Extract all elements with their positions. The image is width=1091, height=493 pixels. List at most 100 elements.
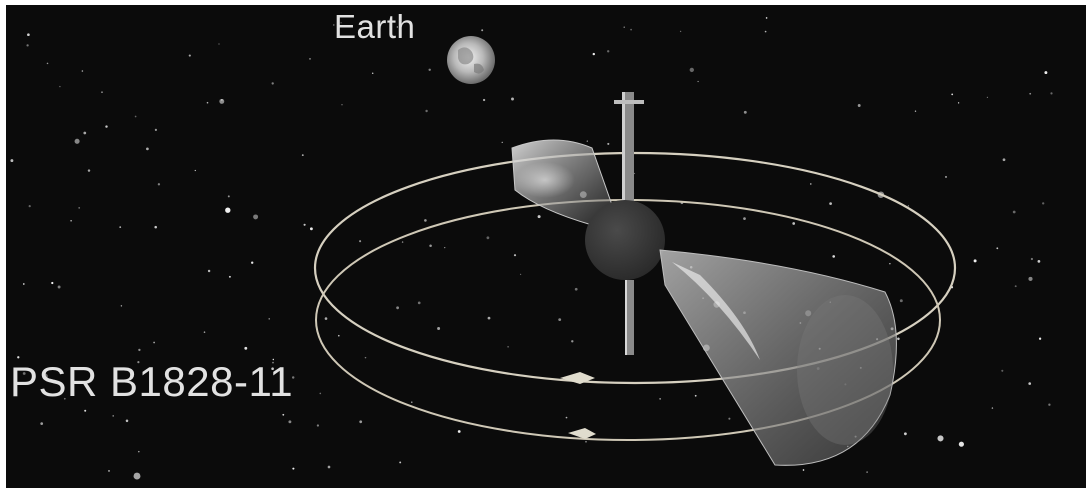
star-dot	[565, 416, 568, 419]
earth-label: Earth	[334, 8, 416, 45]
star-dot	[57, 285, 61, 289]
star-dot	[108, 470, 110, 472]
star-dot	[437, 327, 441, 330]
star-dot	[228, 275, 231, 278]
star-dot	[1048, 403, 1051, 406]
star-dot	[271, 82, 274, 85]
star-dot	[889, 263, 891, 265]
star-dot	[218, 43, 220, 45]
star-dot	[359, 420, 363, 424]
star-dot	[10, 159, 14, 163]
star-dot	[112, 415, 114, 417]
star-dot	[316, 424, 320, 427]
star-dot	[633, 172, 636, 175]
star-dot	[537, 215, 541, 219]
star-dot	[444, 246, 446, 249]
star-dot	[481, 29, 484, 32]
star-dot	[74, 138, 80, 144]
star-dot	[396, 306, 400, 310]
star-dot	[899, 299, 903, 303]
star-dot	[1012, 210, 1016, 214]
star-dot	[457, 430, 461, 433]
star-dot	[1037, 260, 1041, 263]
star-dot	[401, 241, 404, 243]
star-dot	[1001, 369, 1004, 372]
star-dot	[486, 236, 490, 240]
star-dot	[513, 254, 517, 257]
star-dot	[958, 441, 964, 447]
star-dot	[244, 346, 248, 350]
star-dot	[371, 72, 374, 74]
star-dot	[188, 54, 191, 57]
star-dot	[157, 183, 161, 186]
star-dot	[1044, 71, 1048, 75]
precession-ring-outer	[313, 151, 957, 385]
star-dot	[1042, 202, 1045, 205]
star-dot	[26, 44, 29, 47]
star-dot	[957, 102, 960, 104]
star-dot	[22, 372, 26, 375]
star-dot	[1002, 158, 1006, 162]
star-dot	[219, 98, 225, 104]
star-dot	[697, 80, 699, 83]
star-dot	[138, 348, 141, 352]
precession-arrow-icon	[560, 372, 596, 439]
star-dot	[973, 259, 977, 263]
star-dot	[857, 104, 861, 107]
star-dot	[1030, 257, 1034, 261]
star-dot	[558, 318, 562, 322]
star-dot	[146, 147, 149, 151]
pulsar-name-label: PSR B1828-11	[10, 358, 294, 405]
star-dot	[101, 91, 103, 93]
star-dot	[303, 223, 306, 226]
star-dot	[425, 109, 428, 113]
star-dot	[194, 169, 196, 172]
star-dot	[507, 345, 509, 348]
star-dot	[125, 419, 129, 423]
star-dot	[272, 361, 274, 364]
star-dot	[832, 255, 836, 258]
star-dot	[22, 283, 25, 285]
star-dot	[327, 465, 331, 469]
star-dot	[134, 115, 137, 118]
star-dot	[792, 222, 796, 225]
star-dot	[586, 140, 588, 142]
star-dot	[914, 110, 917, 112]
star-dot	[1029, 92, 1032, 95]
star-dot	[897, 337, 900, 341]
star-dot	[1038, 337, 1042, 340]
star-dot	[28, 205, 31, 208]
star-dot	[333, 24, 335, 26]
star-dot	[764, 30, 767, 33]
star-dot	[119, 226, 122, 228]
star-dot	[70, 219, 72, 222]
star-dot	[225, 207, 231, 213]
star-dot	[991, 407, 994, 409]
star-dot	[203, 331, 206, 333]
star-dot	[319, 392, 322, 395]
star-dot	[46, 62, 49, 65]
star-dot	[324, 317, 328, 320]
star-dot	[986, 96, 989, 99]
star-dot	[607, 50, 610, 53]
star-dot	[810, 183, 812, 185]
star-dot	[951, 93, 954, 96]
star-dot	[802, 469, 805, 471]
star-dot	[63, 397, 66, 400]
star-dot	[1028, 382, 1032, 385]
star-dot	[84, 409, 87, 412]
star-dot	[1050, 92, 1053, 95]
star-dot	[937, 435, 944, 442]
star-dot	[206, 101, 209, 104]
star-dot	[1014, 285, 1017, 288]
star-dot	[519, 273, 522, 276]
star-dot	[607, 142, 610, 145]
star-dot	[571, 340, 574, 343]
star-dot	[945, 175, 947, 178]
star-dot	[272, 358, 274, 361]
star-dot	[428, 68, 431, 72]
star-dot	[659, 398, 661, 400]
star-dot	[623, 26, 625, 28]
star-dot	[154, 225, 157, 229]
star-dot	[399, 461, 402, 464]
